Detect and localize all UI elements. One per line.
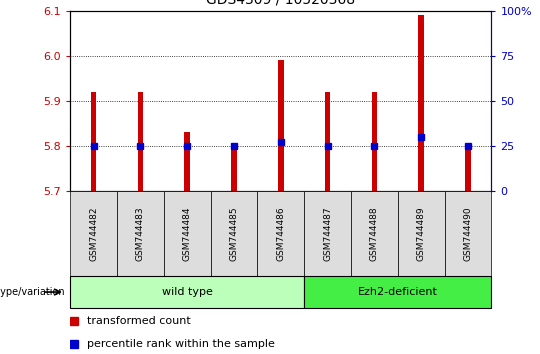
Bar <box>211 191 258 276</box>
Text: Ezh2-deficient: Ezh2-deficient <box>358 287 438 297</box>
Bar <box>91 92 97 191</box>
Bar <box>351 191 398 276</box>
Bar <box>164 191 211 276</box>
Bar <box>231 146 237 191</box>
Text: wild type: wild type <box>162 287 213 297</box>
Bar <box>138 92 143 191</box>
Text: GSM744485: GSM744485 <box>230 206 239 261</box>
Bar <box>444 191 491 276</box>
Bar <box>70 276 304 308</box>
Text: percentile rank within the sample: percentile rank within the sample <box>87 339 275 349</box>
Text: transformed count: transformed count <box>87 316 191 326</box>
Bar <box>398 191 444 276</box>
Text: GSM744487: GSM744487 <box>323 206 332 261</box>
Title: GDS4309 / 10520368: GDS4309 / 10520368 <box>206 0 355 7</box>
Bar <box>325 92 330 191</box>
Text: GSM744483: GSM744483 <box>136 206 145 261</box>
Bar <box>465 146 471 191</box>
Bar <box>304 191 351 276</box>
Bar <box>258 191 304 276</box>
Bar <box>184 132 190 191</box>
Text: GSM744484: GSM744484 <box>183 206 192 261</box>
Bar <box>304 276 491 308</box>
Bar <box>278 60 284 191</box>
Bar <box>70 191 117 276</box>
Text: GSM744490: GSM744490 <box>463 206 472 261</box>
Bar <box>117 191 164 276</box>
Text: GSM744486: GSM744486 <box>276 206 285 261</box>
Text: GSM744488: GSM744488 <box>370 206 379 261</box>
Bar <box>372 92 377 191</box>
Bar <box>418 15 424 191</box>
Text: GSM744482: GSM744482 <box>89 206 98 261</box>
Text: GSM744489: GSM744489 <box>417 206 426 261</box>
Text: genotype/variation: genotype/variation <box>0 287 65 297</box>
